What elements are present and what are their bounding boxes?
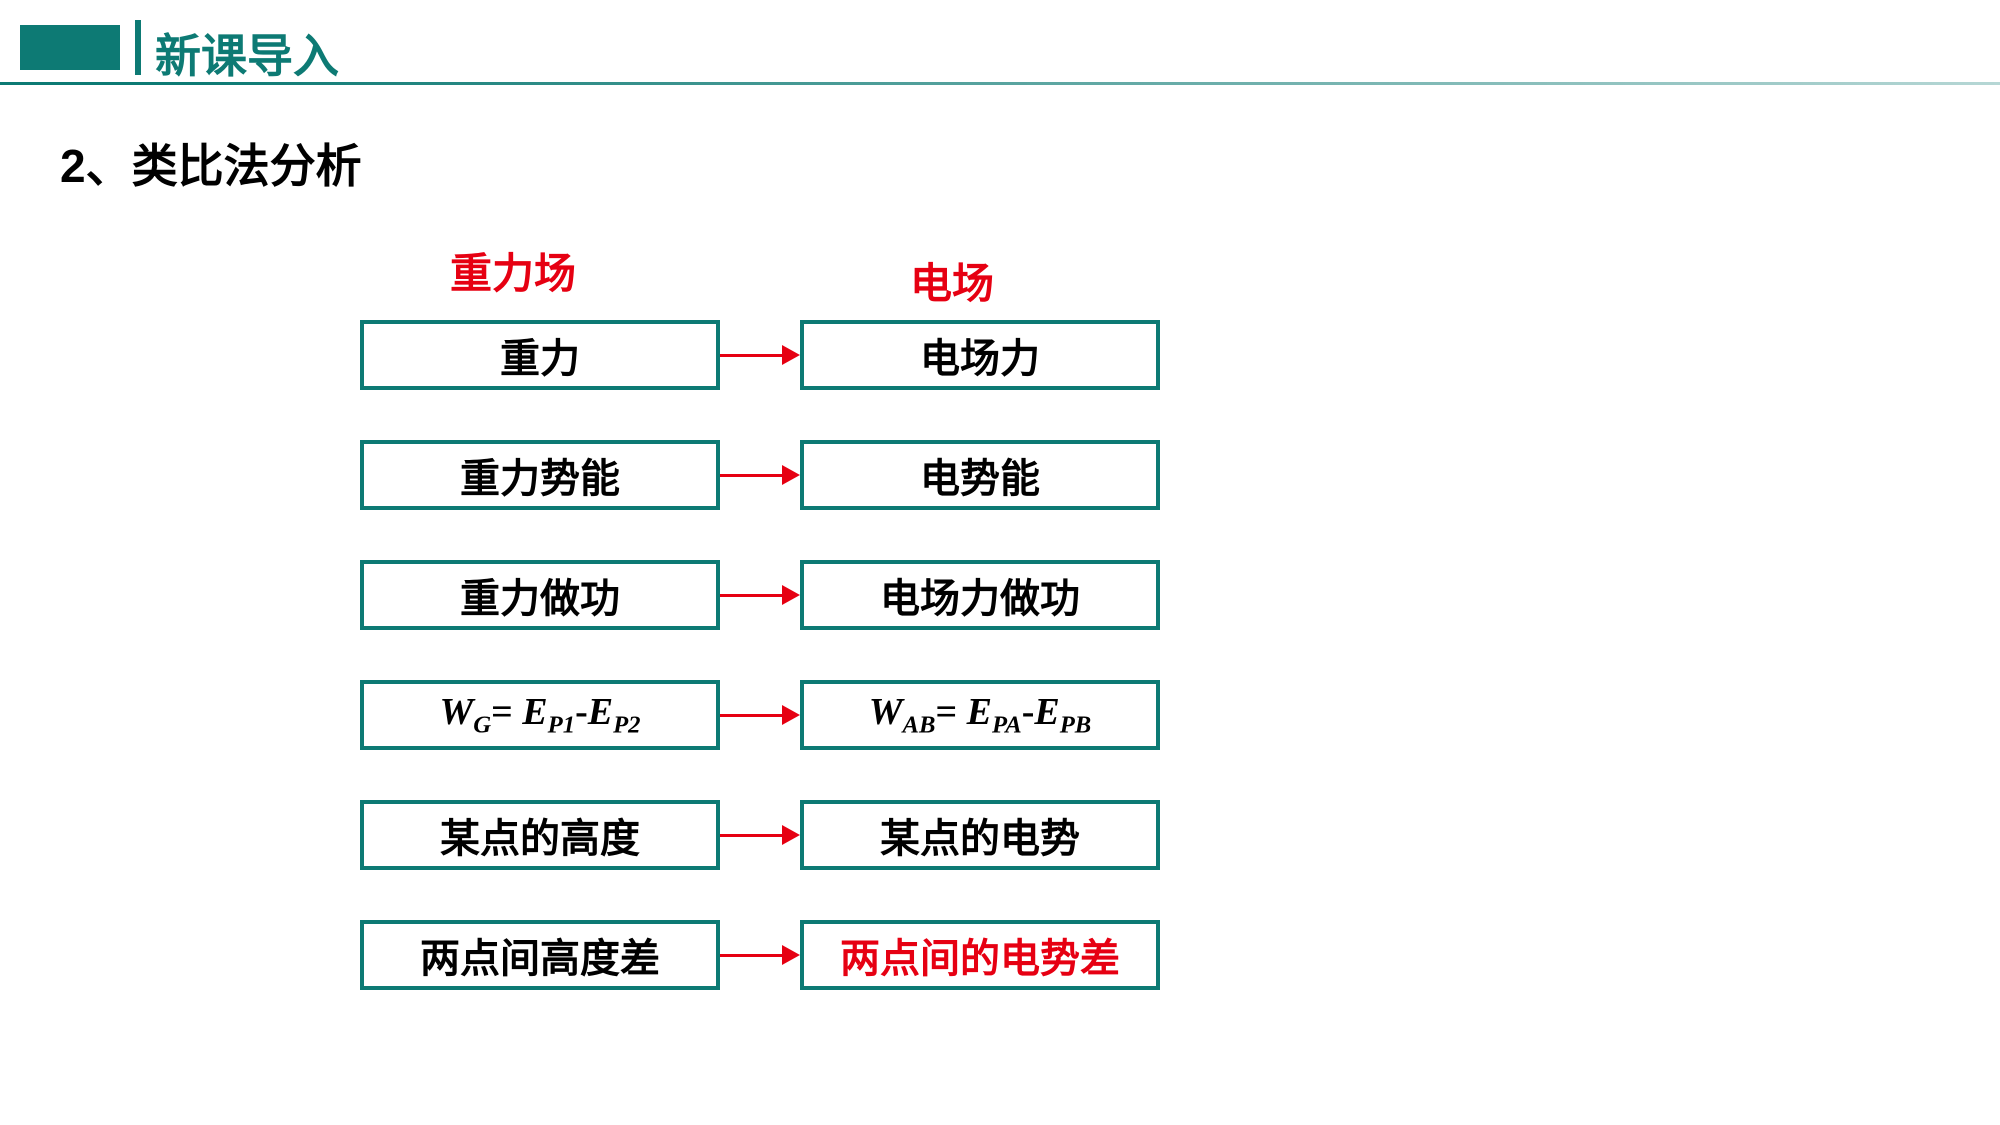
column-header-left: 重力场 [450,240,576,301]
right-box-row-0: 电场力 [800,320,1160,390]
header-bar: 新课导入 [0,20,2000,80]
right-box-row-4: 某点的电势 [800,800,1160,870]
header-vertical-line [135,20,141,75]
left-box-row-1: 重力势能 [360,440,720,510]
left-box-row-4: 某点的高度 [360,800,720,870]
arrow-line-row-1 [720,474,786,477]
column-header-right: 电场 [910,250,994,311]
header-underline [0,82,2000,85]
left-box-row-5: 两点间高度差 [360,920,720,990]
section-subtitle: 2、类比法分析 [60,130,362,196]
right-box-row-2: 电场力做功 [800,560,1160,630]
arrow-head-row-5 [782,945,800,965]
arrow-line-row-4 [720,834,786,837]
left-box-row-3: WG= EP1-EP2 [360,680,720,750]
left-box-row-0: 重力 [360,320,720,390]
arrow-head-row-2 [782,585,800,605]
arrow-line-row-3 [720,714,786,717]
left-box-row-2: 重力做功 [360,560,720,630]
right-box-row-3: WAB= EPA-EPB [800,680,1160,750]
arrow-head-row-4 [782,825,800,845]
header-title: 新课导入 [155,20,339,86]
arrow-head-row-3 [782,705,800,725]
arrow-line-row-0 [720,354,786,357]
arrow-line-row-5 [720,954,786,957]
header-accent-block [20,25,120,70]
arrow-line-row-2 [720,594,786,597]
right-box-row-1: 电势能 [800,440,1160,510]
right-box-row-5: 两点间的电势差 [800,920,1160,990]
arrow-head-row-1 [782,465,800,485]
arrow-head-row-0 [782,345,800,365]
